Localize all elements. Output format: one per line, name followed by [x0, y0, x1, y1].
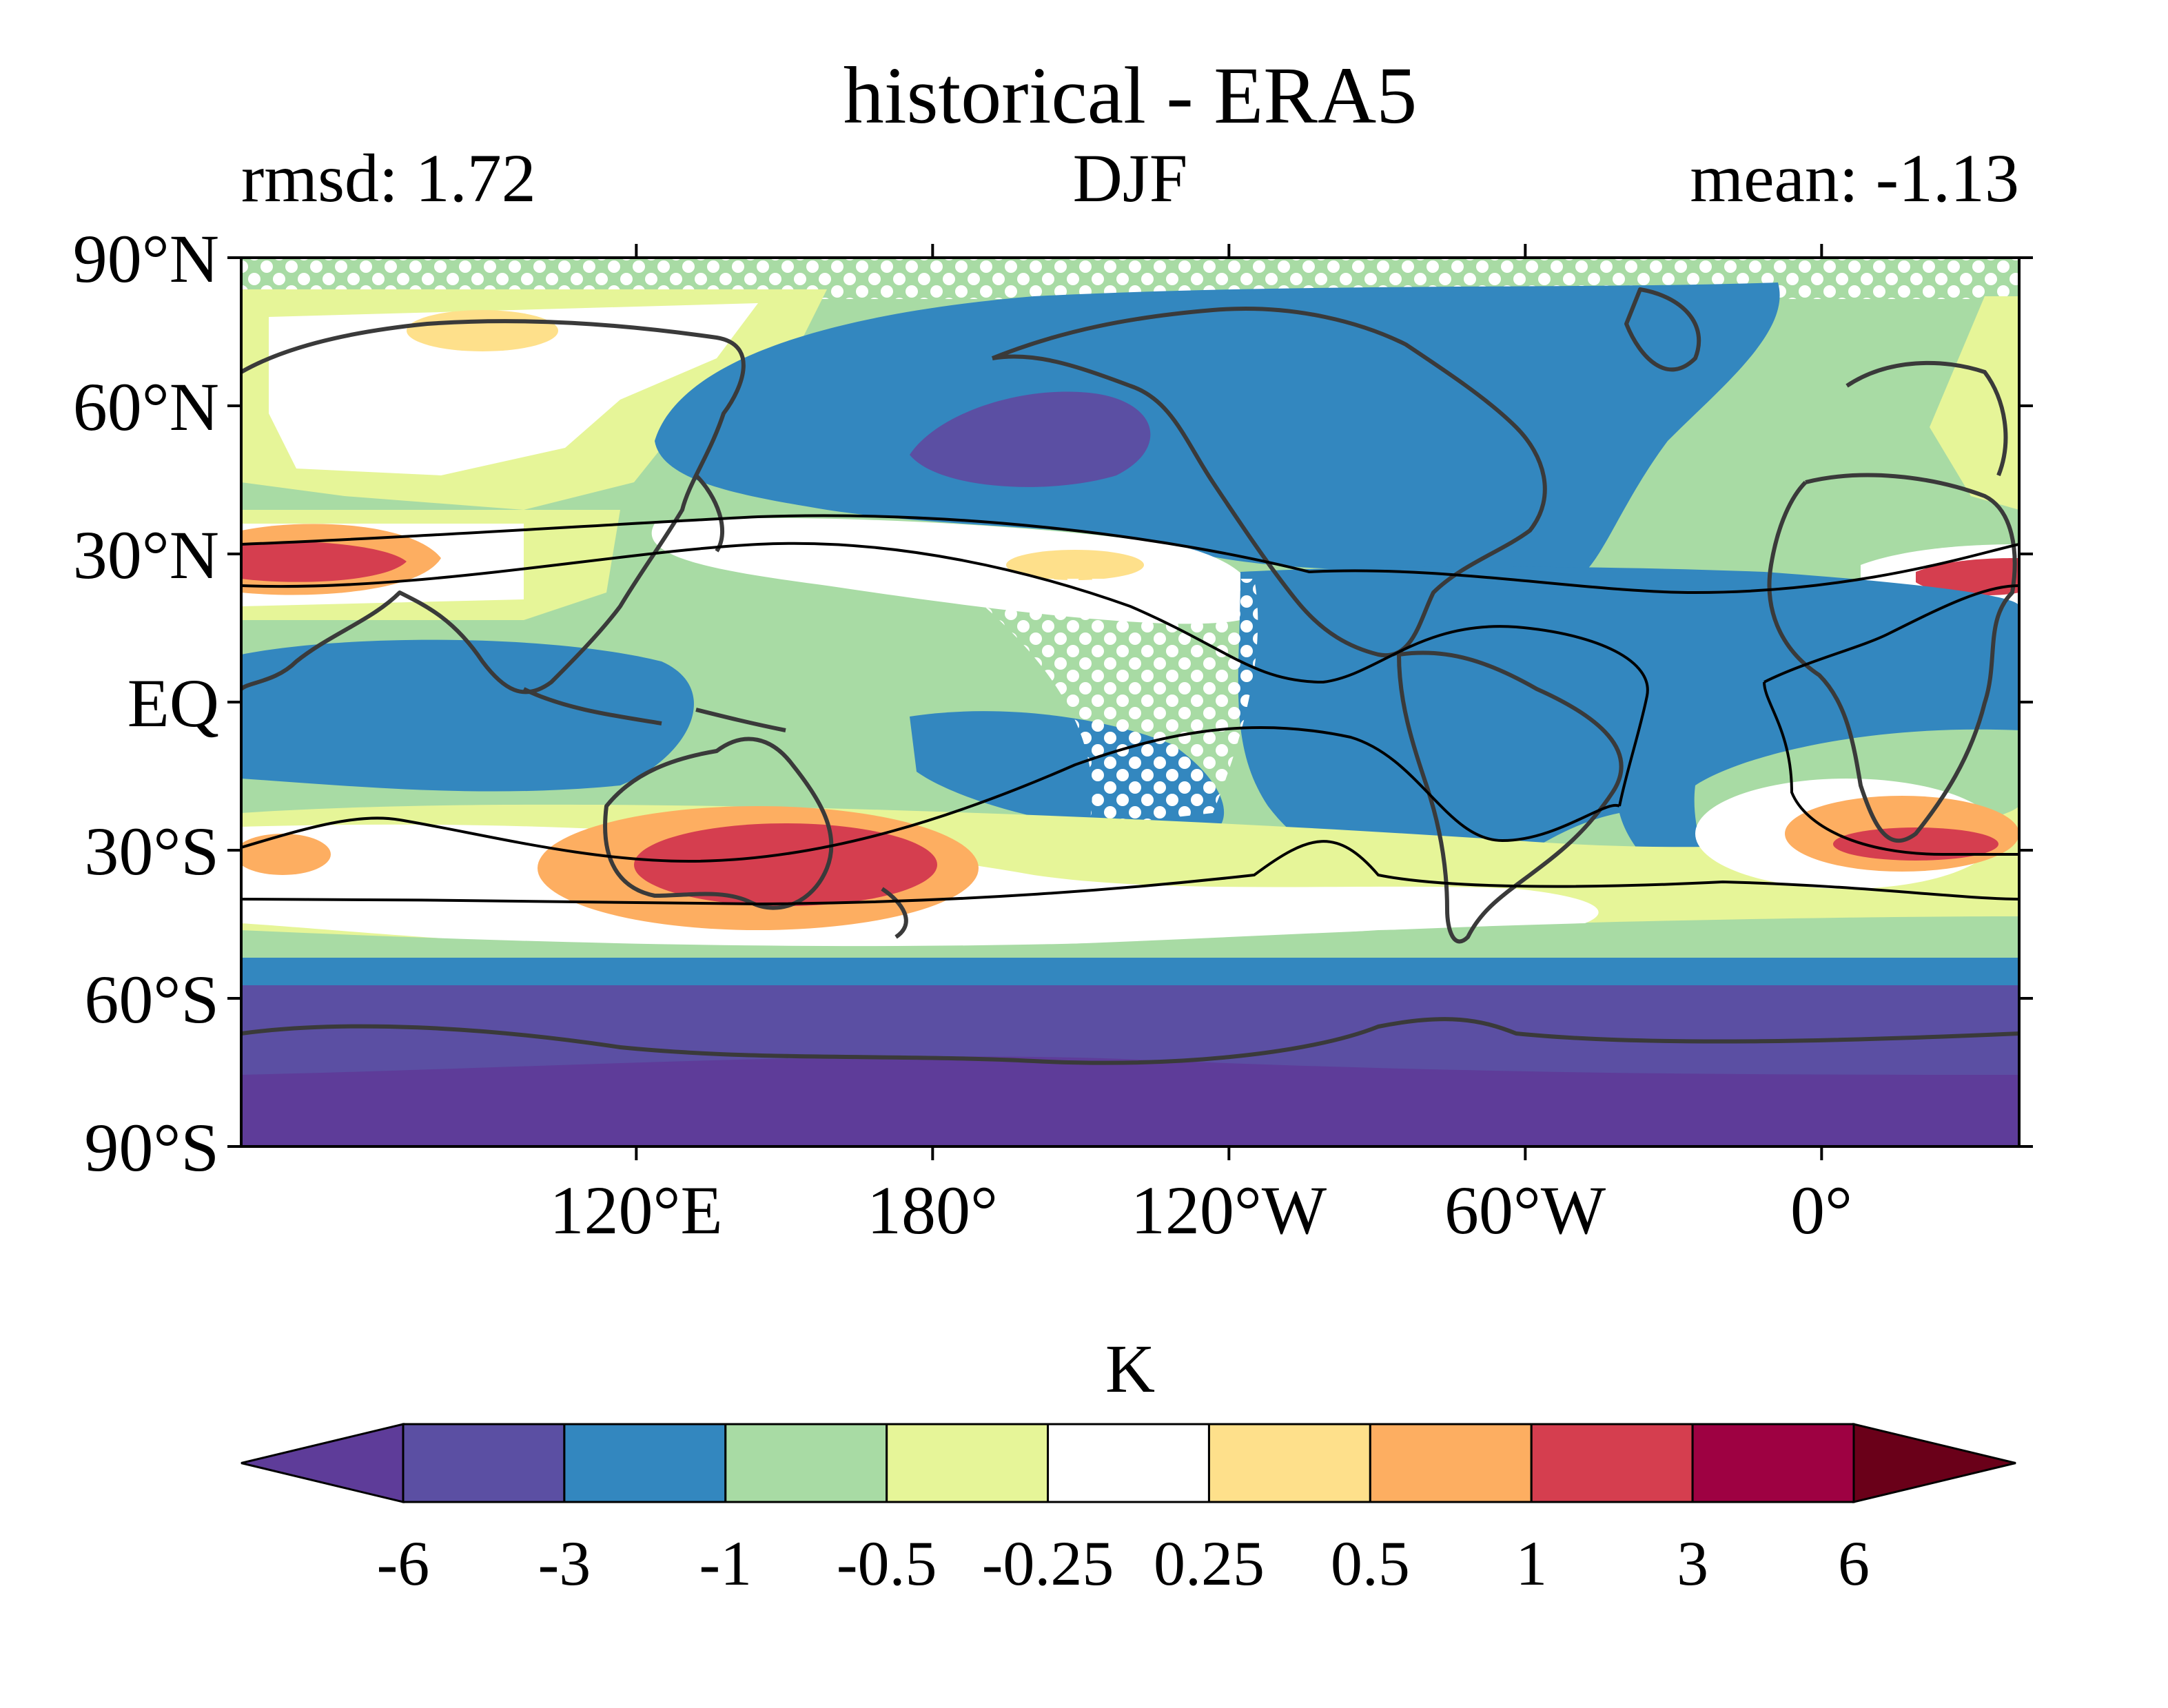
- chart-title: historical - ERA5: [843, 50, 1417, 141]
- y-tick-label-60s: 60°S: [84, 961, 219, 1038]
- colorbar-extend-low: [241, 1423, 405, 1503]
- colorbar-tick-label-3: -0.5: [837, 1528, 937, 1598]
- y-tick-label-30s: 30°S: [84, 813, 219, 889]
- field-australia-red: [634, 823, 937, 906]
- jet-contours: [241, 514, 2019, 906]
- coast-indonesia: [522, 687, 786, 732]
- y-tick-labels: 90°N 60°N 30°N EQ 30°S 60°S 90°S: [73, 220, 219, 1186]
- colorbar-tick-label-5: 0.25: [1154, 1528, 1265, 1598]
- field-tropics-cold-west: [241, 639, 694, 792]
- colorbar-bin-1: [563, 1423, 727, 1503]
- field-north-pacific-cold: [655, 282, 1780, 572]
- jet-contour-nh-north: [241, 514, 2019, 595]
- colorbar-tick-label-7: 1: [1515, 1528, 1547, 1598]
- colorbar-tick-label-9: 6: [1838, 1528, 1870, 1598]
- field-europe-pale: [1930, 296, 2019, 510]
- coast-antarctica: [241, 1017, 2019, 1065]
- coast-greenland: [1624, 287, 1701, 372]
- colorbar-bin-3: [886, 1423, 1050, 1503]
- colorbar-tick-label-6: 0.5: [1331, 1528, 1410, 1598]
- colorbar-bin-2: [724, 1423, 888, 1503]
- coast-south-america: [1397, 650, 1624, 944]
- colorbar-tick-label-1: -3: [538, 1528, 591, 1598]
- y-tick-label-60n: 60°N: [73, 369, 219, 445]
- field-w-indian-orange: [241, 834, 331, 875]
- x-tick-label-60w: 60°W: [1444, 1172, 1606, 1248]
- x-tick-label-120e: 120°E: [549, 1172, 722, 1248]
- field-arabia-red: [1916, 558, 2019, 596]
- coast-europe: [1845, 360, 2008, 477]
- colorbar-title: K: [1105, 1330, 1155, 1407]
- map-plot-area: [241, 258, 2019, 1146]
- rmsd-label: rmsd: 1.72: [241, 140, 536, 216]
- colorbar-tick-label-2: -1: [699, 1528, 752, 1598]
- field-north-pacific-cold-deep: [910, 391, 1151, 487]
- jet-contour-sh-north: [241, 726, 1620, 863]
- colorbar-tick-label-0: -6: [377, 1528, 430, 1598]
- jet-contour-sh-south: [241, 840, 2019, 906]
- colorbar-bin-8: [1691, 1423, 1855, 1503]
- field-pacific-stipple: [951, 579, 1258, 827]
- x-tick-label-180: 180°: [867, 1172, 998, 1248]
- colorbar-tick-label-8: 3: [1677, 1528, 1708, 1598]
- colorbar-bin-4: [1047, 1423, 1210, 1503]
- y-tick-label-90n: 90°N: [73, 220, 219, 297]
- jet-contour-nh-south: [241, 542, 2019, 856]
- x-tick-labels: 120°E 180° 120°W 60°W 0°: [549, 1172, 1852, 1248]
- coast-new-zealand: [881, 887, 908, 939]
- coast-africa: [1767, 473, 2017, 843]
- colorbar-tick-labels: -6 -3 -1 -0.5 -0.25 0.25 0.5 1 3 6: [377, 1528, 1870, 1598]
- y-tick-label-90s: 90°S: [84, 1109, 219, 1186]
- y-tick-label-eq: EQ: [127, 665, 219, 741]
- field-sa-red: [1833, 827, 1998, 861]
- coast-australia: [603, 737, 834, 910]
- field-nh-subtropics-warm: [1006, 550, 1144, 580]
- mean-label: mean: -1.13: [1690, 140, 2019, 216]
- season-label: DJF: [1073, 140, 1188, 216]
- colorbar-extend-high: [1852, 1423, 2016, 1503]
- field-antarctic-deep: [241, 1056, 2019, 1146]
- field-siberia-warm: [407, 310, 558, 351]
- x-tick-label-0: 0°: [1790, 1172, 1852, 1248]
- colorbar-bin-6: [1369, 1423, 1533, 1503]
- colorbar-bin-0: [402, 1423, 566, 1503]
- x-tick-label-120w: 120°W: [1131, 1172, 1327, 1248]
- field-asia-red: [241, 542, 407, 582]
- y-tick-label-30n: 30°N: [73, 517, 219, 593]
- colorbar-bin-5: [1207, 1423, 1371, 1503]
- colorbar-tick-label-4: -0.25: [982, 1528, 1114, 1598]
- colorbar-bin-7: [1530, 1423, 1694, 1503]
- coast-japan: [694, 473, 724, 553]
- axis-ticks: [227, 244, 2033, 1160]
- colorbar: [241, 1423, 2016, 1503]
- field-siberia-white: [269, 303, 758, 475]
